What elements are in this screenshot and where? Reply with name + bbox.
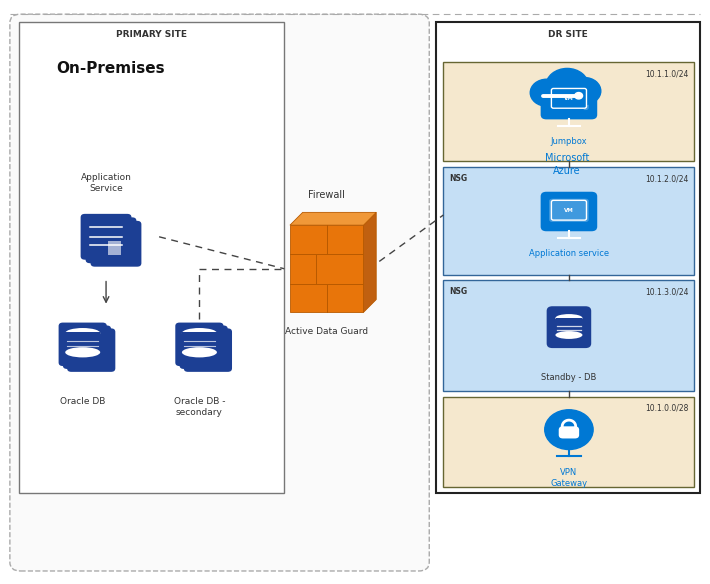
Polygon shape [290,213,376,225]
Ellipse shape [555,331,582,339]
FancyBboxPatch shape [175,322,224,366]
Text: VM: VM [564,96,574,102]
FancyBboxPatch shape [10,14,430,571]
Bar [444,397,694,486]
Bar [444,167,694,274]
Bar [555,318,582,335]
Bar [182,332,217,352]
Bar [108,241,121,255]
FancyBboxPatch shape [559,426,579,439]
Text: Firewall: Firewall [308,190,345,200]
Ellipse shape [65,347,100,357]
Circle shape [557,89,587,113]
Polygon shape [364,213,376,312]
FancyBboxPatch shape [63,325,111,369]
Ellipse shape [65,328,100,338]
Bar [19,22,284,492]
Text: VPN
Gateway: VPN Gateway [550,468,587,488]
Bar [290,225,364,312]
Text: 10.1.1.0/24: 10.1.1.0/24 [645,69,689,78]
Text: Microsoft
Azure: Microsoft Azure [545,152,589,176]
Text: Active Data Guard: Active Data Guard [285,327,368,336]
Ellipse shape [182,347,217,357]
FancyBboxPatch shape [81,214,131,260]
Bar [444,280,694,391]
Text: 10.1.0.0/28: 10.1.0.0/28 [645,404,689,412]
Text: Application
Service: Application Service [81,173,131,193]
Bar [437,22,700,492]
Text: DR SITE: DR SITE [548,30,588,39]
Circle shape [530,79,563,106]
Circle shape [545,410,593,450]
FancyBboxPatch shape [540,192,597,231]
FancyBboxPatch shape [59,322,106,366]
Ellipse shape [555,314,582,322]
Text: 10.1.3.0/24: 10.1.3.0/24 [645,287,689,296]
Text: On-Premises: On-Premises [57,61,165,76]
Bar [65,332,100,352]
FancyBboxPatch shape [184,328,232,372]
FancyBboxPatch shape [547,306,591,348]
Text: Oracle DB: Oracle DB [60,397,105,406]
FancyBboxPatch shape [91,221,141,267]
Bar [444,62,694,161]
Text: NSG: NSG [449,287,467,296]
Text: VM: VM [564,208,574,213]
Circle shape [544,85,578,114]
FancyBboxPatch shape [67,328,115,372]
Text: Jumpbox: Jumpbox [551,137,587,146]
Text: Standby - DB: Standby - DB [541,373,596,383]
FancyBboxPatch shape [549,199,589,222]
FancyBboxPatch shape [540,80,597,119]
Text: Application service: Application service [529,249,609,258]
Circle shape [575,92,582,99]
FancyBboxPatch shape [86,217,136,263]
Ellipse shape [182,328,217,338]
Circle shape [568,78,601,105]
Circle shape [546,68,589,103]
Text: Oracle DB -
secondary: Oracle DB - secondary [174,397,225,417]
Text: 10.1.2.0/24: 10.1.2.0/24 [645,174,689,183]
FancyBboxPatch shape [180,325,228,369]
Text: NSG: NSG [449,174,467,183]
Text: PRIMARY SITE: PRIMARY SITE [116,30,187,39]
FancyBboxPatch shape [549,87,589,110]
